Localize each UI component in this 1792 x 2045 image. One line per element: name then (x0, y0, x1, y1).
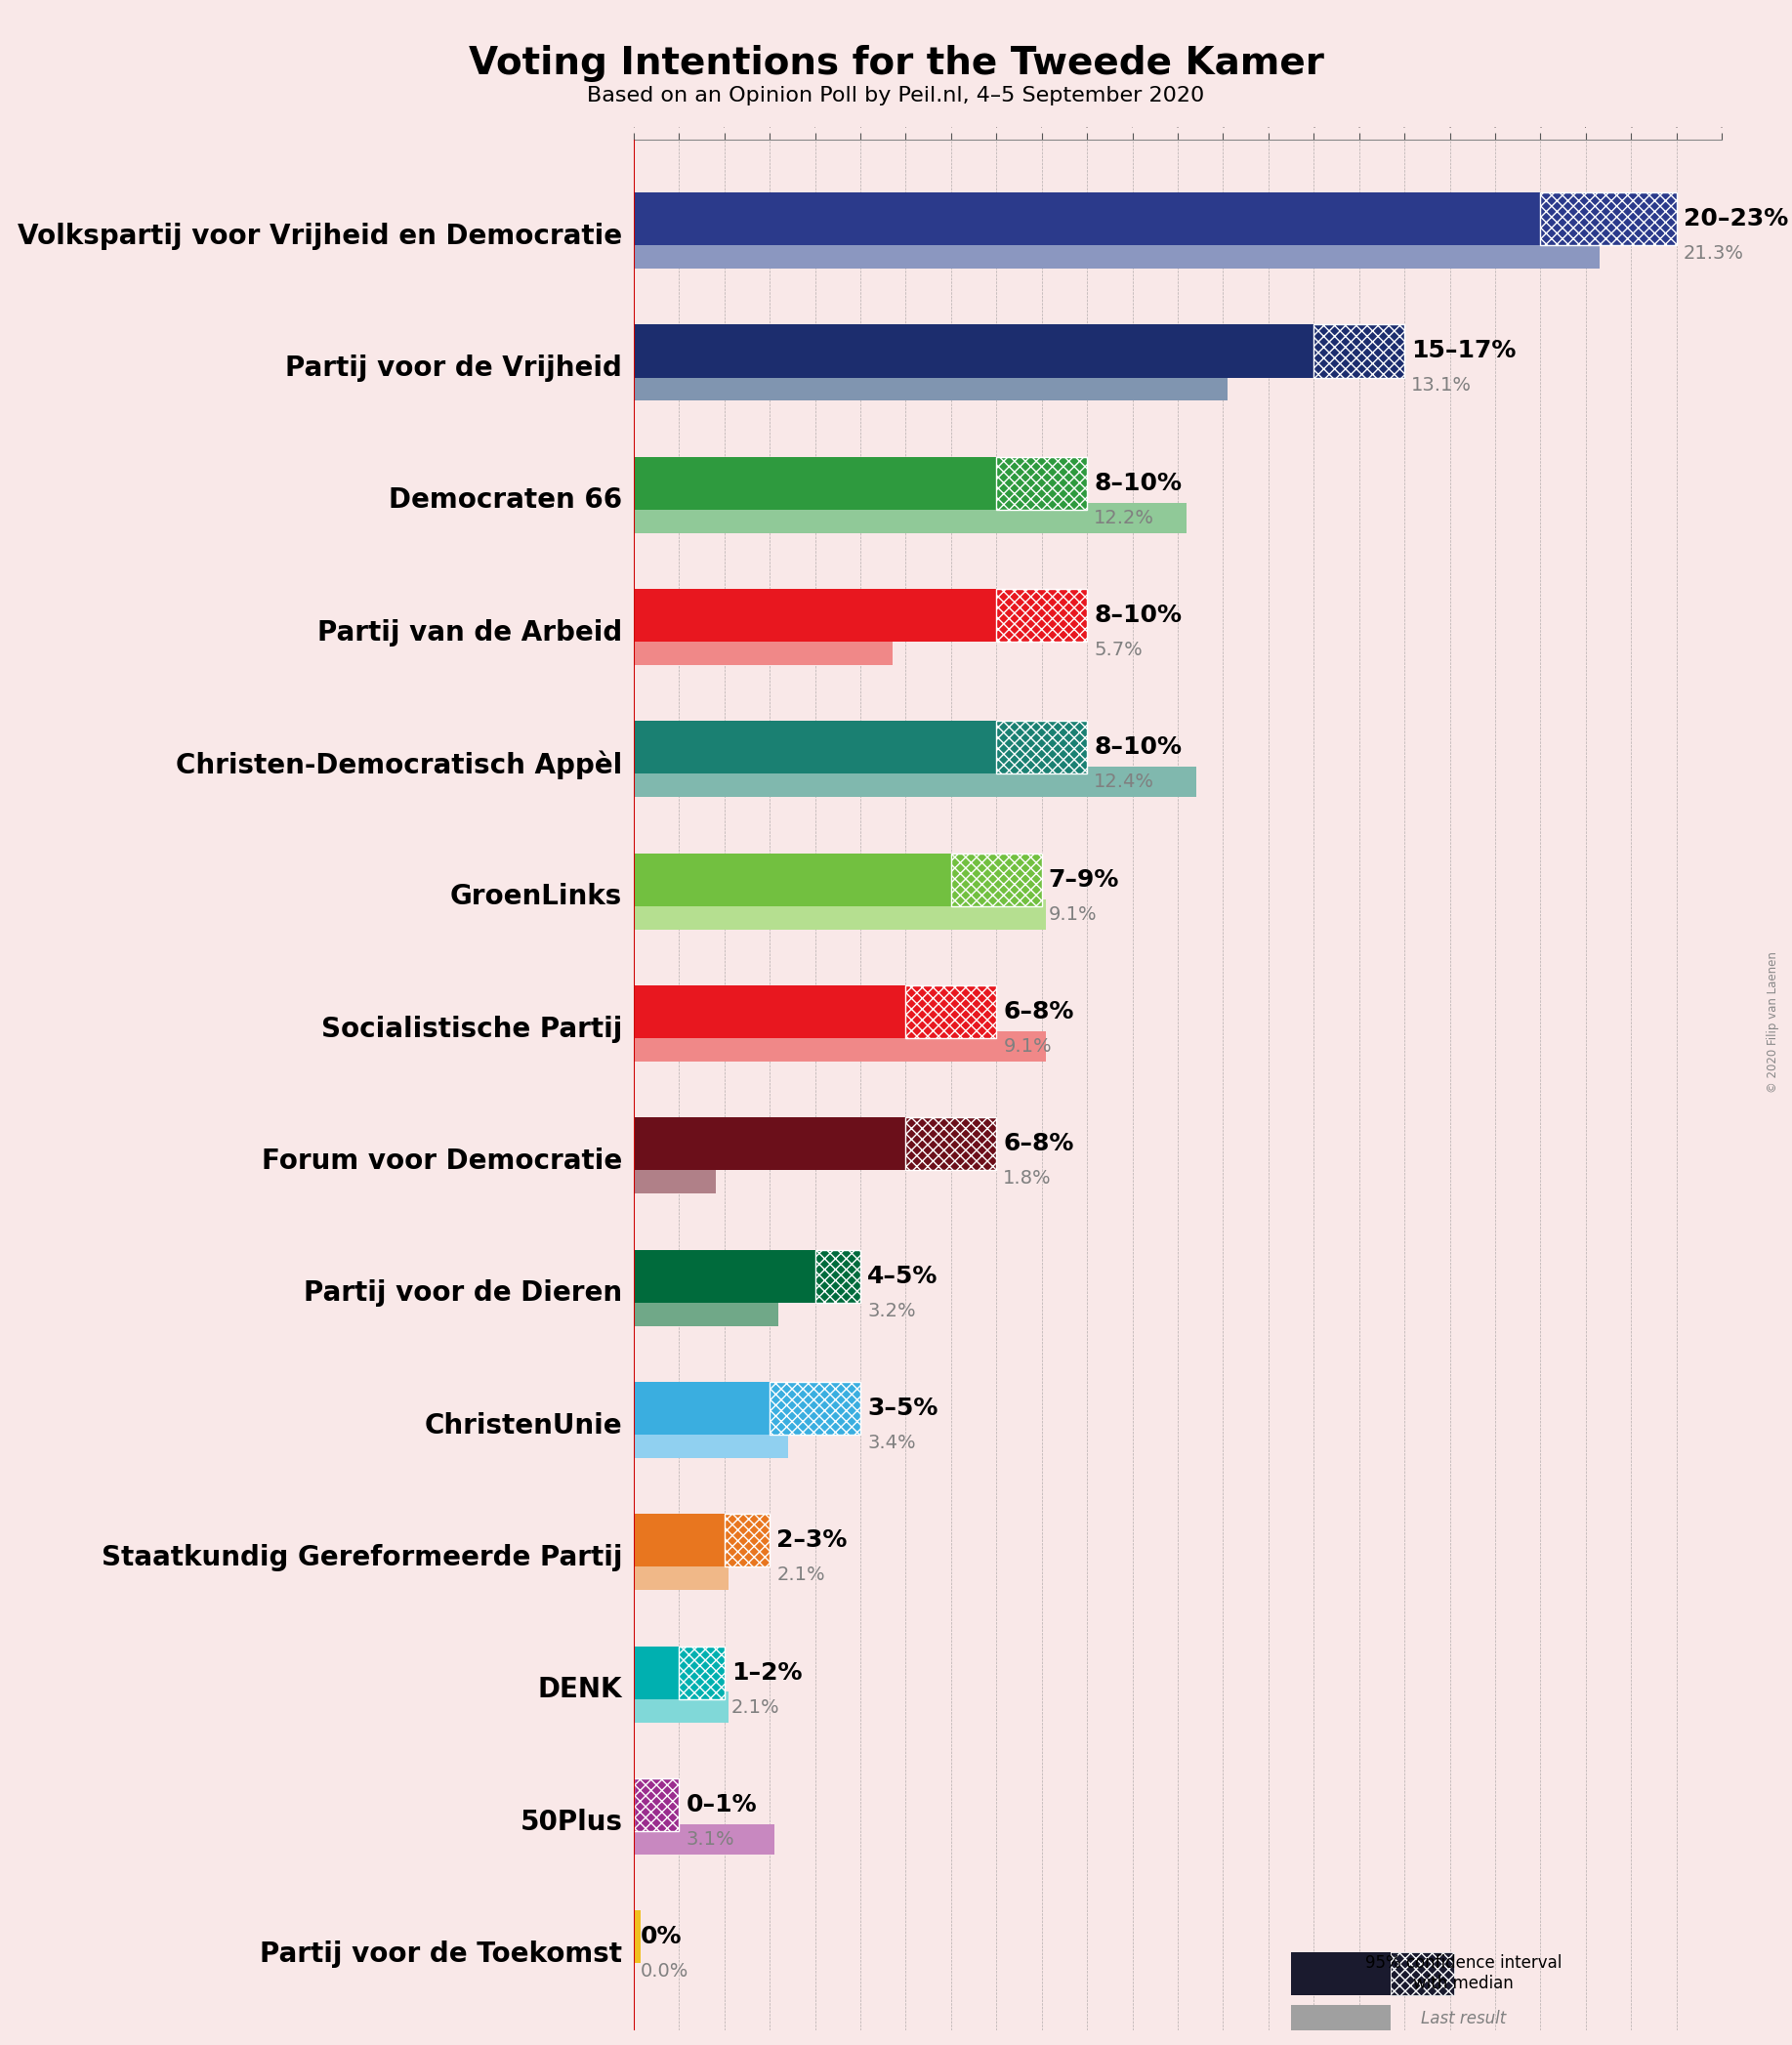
Bar (634, 1117, 905, 1170)
Bar (634, 456, 996, 509)
Text: 5.7%: 5.7% (1093, 640, 1143, 658)
Text: 12.4%: 12.4% (1093, 773, 1154, 791)
Bar (1314, 325, 1405, 378)
Bar (634, 767, 1195, 798)
Bar (634, 370, 1228, 401)
Text: 3.1%: 3.1% (686, 1830, 735, 1849)
Text: 1.8%: 1.8% (1004, 1170, 1052, 1188)
Text: 2–3%: 2–3% (776, 1530, 848, 1552)
Text: Last result: Last result (1421, 2010, 1505, 2027)
Text: DENK: DENK (538, 1677, 622, 1703)
Bar (634, 1031, 1047, 1061)
Bar (1290, 2004, 1391, 2031)
Bar (634, 1513, 724, 1566)
Bar (634, 900, 1047, 930)
Text: 6–8%: 6–8% (1004, 1133, 1073, 1155)
Bar (952, 853, 1041, 906)
Text: 2.1%: 2.1% (776, 1566, 824, 1585)
Bar (634, 192, 1541, 245)
Bar (1391, 1953, 1455, 1994)
Text: 9.1%: 9.1% (1048, 906, 1097, 924)
Text: 8–10%: 8–10% (1093, 472, 1181, 495)
Text: Staatkundig Gereformeerde Partij: Staatkundig Gereformeerde Partij (102, 1544, 622, 1571)
Bar (771, 1382, 860, 1436)
Bar (634, 1824, 774, 1855)
Text: Partij van de Arbeid: Partij van de Arbeid (317, 620, 622, 646)
Text: 3.4%: 3.4% (867, 1434, 916, 1452)
Text: Voting Intentions for the Tweede Kamer: Voting Intentions for the Tweede Kamer (468, 45, 1324, 82)
Bar (634, 853, 952, 906)
Text: 8–10%: 8–10% (1093, 603, 1181, 628)
Text: 21.3%: 21.3% (1683, 243, 1744, 262)
Text: Partij voor de Dieren: Partij voor de Dieren (305, 1280, 622, 1307)
Bar (634, 589, 996, 642)
Text: 0%: 0% (640, 1924, 683, 1949)
Bar (634, 325, 1314, 378)
Bar (905, 1117, 996, 1170)
Bar (1541, 192, 1677, 245)
Text: 15–17%: 15–17% (1412, 339, 1516, 362)
Bar (634, 1560, 729, 1591)
Text: © 2020 Filip van Laenen: © 2020 Filip van Laenen (1767, 951, 1779, 1094)
Bar (996, 722, 1088, 773)
Text: 7–9%: 7–9% (1048, 867, 1120, 892)
Bar (634, 1249, 815, 1303)
Text: Volkspartij voor Vrijheid en Democratie: Volkspartij voor Vrijheid en Democratie (18, 223, 622, 249)
Bar (996, 589, 1088, 642)
Bar (634, 1691, 729, 1722)
Text: 6–8%: 6–8% (1004, 1000, 1073, 1022)
Bar (634, 1910, 640, 1963)
Text: Based on an Opinion Poll by Peil.nl, 4–5 September 2020: Based on an Opinion Poll by Peil.nl, 4–5… (588, 86, 1204, 106)
Text: 3.2%: 3.2% (867, 1301, 916, 1319)
Text: 13.1%: 13.1% (1412, 376, 1471, 395)
Text: 2.1%: 2.1% (731, 1697, 780, 1716)
Text: 9.1%: 9.1% (1004, 1037, 1052, 1055)
Text: 1–2%: 1–2% (731, 1661, 803, 1685)
Text: 8–10%: 8–10% (1093, 736, 1181, 759)
Bar (905, 986, 996, 1039)
Text: Partij voor de Vrijheid: Partij voor de Vrijheid (285, 354, 622, 382)
Bar (634, 1382, 771, 1436)
Text: 12.2%: 12.2% (1093, 509, 1154, 528)
Bar (634, 722, 996, 773)
Bar (634, 1164, 715, 1194)
Text: Partij voor de Toekomst: Partij voor de Toekomst (260, 1941, 622, 1967)
Text: Christen-Democratisch Appèl: Christen-Democratisch Appèl (176, 751, 622, 779)
Text: 20–23%: 20–23% (1683, 207, 1788, 231)
Bar (1290, 1953, 1391, 1994)
Bar (634, 1779, 679, 1830)
Text: Democraten 66: Democraten 66 (389, 487, 622, 513)
Text: Socialistische Partij: Socialistische Partij (321, 1016, 622, 1043)
Bar (634, 986, 905, 1039)
Text: 0–1%: 0–1% (686, 1793, 756, 1816)
Bar (634, 1427, 788, 1458)
Bar (634, 1294, 780, 1325)
Text: Forum voor Democratie: Forum voor Democratie (262, 1147, 622, 1176)
Text: 95% confidence interval
with median: 95% confidence interval with median (1366, 1955, 1561, 1992)
Bar (634, 503, 1186, 534)
Text: 0.0%: 0.0% (640, 1961, 688, 1982)
Bar (724, 1513, 771, 1566)
Text: ChristenUnie: ChristenUnie (425, 1411, 622, 1440)
Text: 3–5%: 3–5% (867, 1397, 937, 1419)
Text: GroenLinks: GroenLinks (450, 883, 622, 910)
Text: 4–5%: 4–5% (867, 1264, 937, 1288)
Bar (679, 1646, 724, 1699)
Bar (996, 456, 1088, 509)
Text: 50Plus: 50Plus (520, 1808, 622, 1836)
Bar (634, 237, 1600, 268)
Bar (815, 1249, 860, 1303)
Bar (634, 1646, 679, 1699)
Bar (634, 634, 892, 665)
